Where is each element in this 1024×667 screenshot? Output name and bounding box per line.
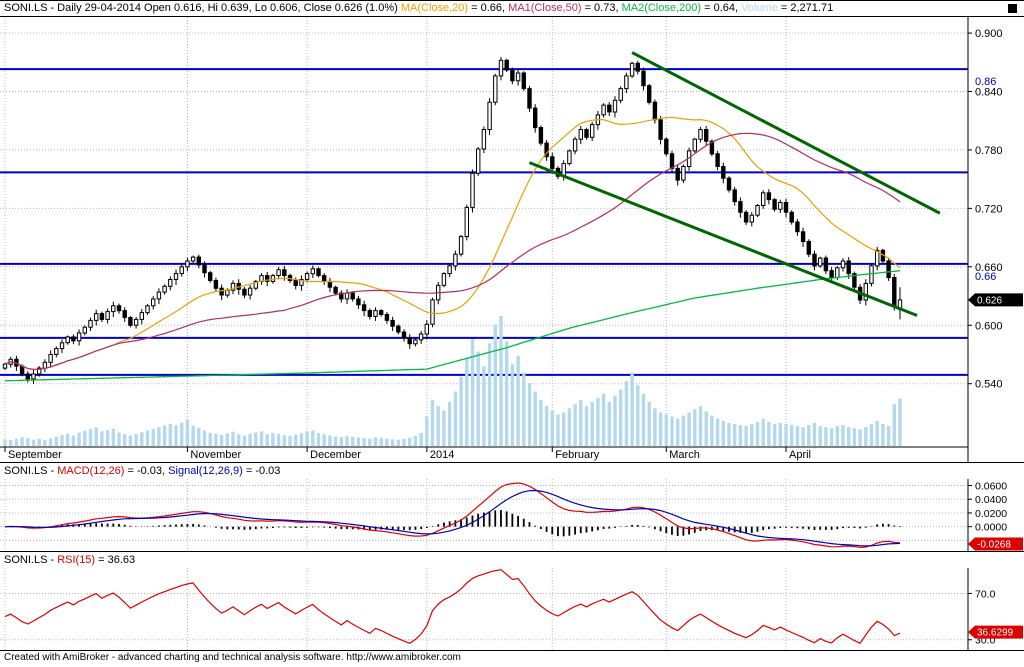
ma20-label: MA(Close,20) — [400, 2, 469, 14]
rsi-value: = 36.63 — [95, 554, 136, 566]
svg-text:70.0: 70.0 — [975, 588, 996, 600]
svg-text:0.600: 0.600 — [975, 320, 1003, 332]
month-gridlines — [4, 479, 787, 551]
price-panel-title: SONI.LS - Daily 29-04-2014 Open 0.616, H… — [0, 1, 1024, 17]
footer-credit: Created with AmiBroker - advanced charti… — [0, 650, 1024, 667]
price-tag: 0.626 — [968, 293, 1023, 307]
svg-text:0.0000: 0.0000 — [975, 522, 1007, 534]
macd-value: = -0.03, — [124, 465, 169, 477]
ma50-line — [4, 132, 901, 371]
svg-text:February: February — [555, 449, 600, 461]
macd-symbol-text: SONI.LS - — [4, 465, 58, 477]
x-axis-labels: September November December 2014 February Mar… — [4, 447, 811, 461]
svg-text:0.0600: 0.0600 — [975, 480, 1007, 492]
svg-text:0.720: 0.720 — [975, 203, 1003, 215]
ma20-line — [4, 116, 901, 371]
volume-layer — [3, 316, 902, 446]
svg-text:0.540: 0.540 — [975, 379, 1003, 391]
macd-line — [4, 482, 901, 549]
ma50-value: = 0.73, — [581, 2, 622, 14]
rsi-chart[interactable]: 70.030.036.6299 — [0, 568, 1024, 650]
macd-value-tag: -0.0268 — [968, 537, 1023, 551]
ohlc-text: SONI.LS - Daily 29-04-2014 Open 0.616, H… — [4, 2, 401, 14]
support-lines — [0, 68, 968, 376]
trendlines — [528, 51, 941, 317]
price-panel: SONI.LS - Daily 29-04-2014 Open 0.616, H… — [0, 0, 1024, 463]
ma50-label: MA1(Close,50) — [508, 2, 582, 14]
y-axis-labels: 0.0600 0.0400 0.0200 0.0000 — [968, 480, 1007, 534]
rsi-line — [4, 569, 901, 644]
ma20-value: = 0.66, — [468, 2, 509, 14]
macd-histogram — [9, 510, 901, 537]
month-gridlines — [4, 17, 787, 447]
svg-text:0.0200: 0.0200 — [975, 508, 1007, 520]
svg-text:2014: 2014 — [430, 449, 454, 461]
svg-text:0.900: 0.900 — [975, 28, 1003, 40]
rsi-symbol-text: SONI.LS - — [4, 554, 58, 566]
svg-text:0.626: 0.626 — [977, 295, 1002, 306]
svg-text:April: April — [789, 449, 811, 461]
volume-value: = 2,271.71 — [777, 2, 834, 14]
svg-text:0.780: 0.780 — [975, 145, 1003, 157]
svg-text:0.840: 0.840 — [975, 87, 1003, 99]
macd-label: MACD(12,26) — [57, 465, 125, 477]
y-axis-labels: 0.900 0.840 0.780 0.720 0.660 0.600 0.540 — [0, 28, 1003, 391]
rsi-panel: SONI.LS - RSI(15) = 36.63 70.0 30.0 36.629… — [0, 551, 1024, 651]
signal-line — [4, 489, 901, 547]
svg-text:36.6299: 36.6299 — [977, 628, 1014, 639]
price-chart[interactable]: 0.900 0.840 0.780 0.720 0.660 0.600 0.540 Septe… — [0, 17, 1024, 462]
svg-text:0.660: 0.660 — [975, 262, 1003, 274]
svg-text:November: November — [190, 449, 241, 461]
rsi-panel-title: SONI.LS - RSI(15) = 36.63 — [0, 552, 1024, 568]
svg-text:September: September — [8, 449, 62, 461]
svg-text:-0.0268: -0.0268 — [977, 540, 1011, 551]
axis-flags: 0.86 0.66 — [975, 76, 996, 283]
svg-text:March: March — [669, 449, 700, 461]
signal-label: Signal(12,26,9) — [168, 465, 243, 477]
macd-panel-title: SONI.LS - MACD(12,26) = -0.03, Signal(12… — [0, 463, 1024, 479]
svg-text:December: December — [310, 449, 361, 461]
svg-text:0.66: 0.66 — [975, 271, 996, 283]
ma200-label: MA2(Close,200) — [621, 2, 702, 14]
svg-text:0.86: 0.86 — [975, 76, 996, 88]
axis-frame — [0, 17, 969, 462]
svg-text:0.0400: 0.0400 — [975, 494, 1007, 506]
ma200-line — [4, 270, 901, 382]
macd-chart[interactable]: 0.0600 0.0400 0.0200 0.0000 -0.0268 — [0, 479, 1024, 551]
rsi-value-tag: 36.6299 — [968, 625, 1023, 639]
ma200-value: = 0.64, — [701, 2, 742, 14]
corner-marker — [1008, 4, 1017, 13]
macd-panel: SONI.LS - MACD(12,26) = -0.03, Signal(12… — [0, 462, 1024, 552]
signal-value: = -0.03 — [242, 465, 281, 477]
rsi-label: RSI(15) — [57, 554, 96, 566]
volume-label: Volume — [741, 2, 778, 14]
